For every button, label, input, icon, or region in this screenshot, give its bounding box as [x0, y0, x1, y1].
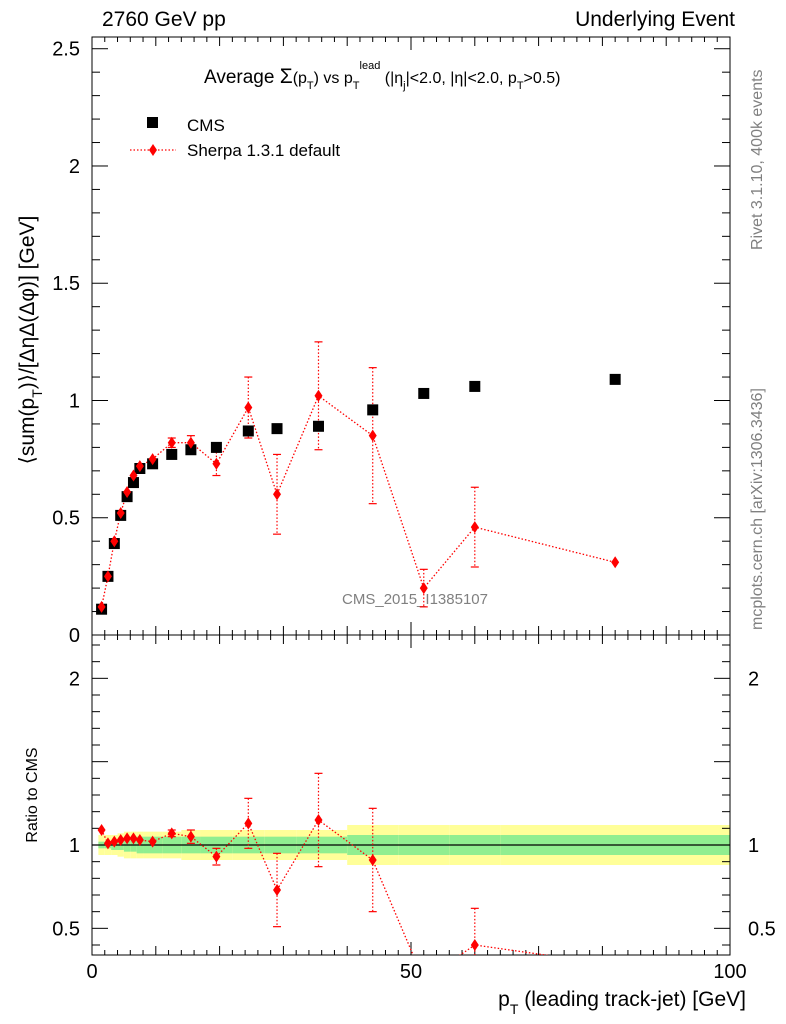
cms-data-point	[367, 404, 379, 416]
ratio-data-point	[244, 817, 253, 830]
x-tick-label: 100	[713, 961, 746, 983]
ratio-y-tick-label: 0.5	[52, 918, 80, 940]
ratio-data-point	[116, 834, 125, 846]
cms-data-point	[609, 373, 621, 385]
chart-title: Average Σ(pT) vs pTlead (|ηj|<2.0, |η|<2…	[204, 60, 560, 92]
sherpa-line	[100, 394, 616, 607]
ratio-data-point	[135, 834, 144, 846]
sherpa-data-point	[97, 600, 106, 613]
cms-data-point	[469, 380, 481, 392]
header-right: Underlying Event	[575, 8, 735, 31]
ratio-data-point	[110, 835, 119, 848]
ratio-data-point	[148, 835, 157, 848]
sherpa-data-point	[167, 436, 176, 449]
y-tick-label: 0	[69, 625, 80, 647]
ratio-data-point	[368, 854, 377, 866]
ratio-data-point	[167, 827, 176, 840]
ratio-y-tick-label: 1	[69, 835, 80, 857]
ratio-data-point	[273, 884, 282, 896]
sherpa-data-point	[186, 436, 195, 449]
y-tick-label: 0.5	[52, 508, 80, 530]
y-tick-label: 1	[69, 390, 80, 412]
ratio-y-tick-label-right: 2	[748, 668, 759, 690]
cms-data-point	[127, 477, 139, 489]
legend-marker-cms	[147, 117, 158, 128]
x-axis-label: pT (leading track-jet) [GeV]	[498, 988, 746, 1017]
ratio-data-point	[611, 959, 619, 971]
ratio-data-point	[129, 832, 138, 845]
sherpa-data-point	[244, 401, 253, 414]
sherpa-data-point	[470, 521, 479, 534]
side-label-site: mcplots.cern.ch [arXiv:1306.3436]	[749, 388, 766, 630]
y-tick-label: 2	[69, 156, 80, 178]
side-label-version: Rivet 3.1.10, 400k events	[749, 69, 766, 250]
sherpa-data-point	[273, 488, 282, 501]
sherpa-data-point	[368, 429, 377, 442]
ratio-y-tick-label-right: 1	[748, 835, 759, 857]
sherpa-data-point	[116, 507, 125, 520]
sherpa-data-point	[123, 485, 132, 498]
ratio-data-point	[212, 850, 221, 863]
ratio-plot-area	[97, 772, 619, 971]
legend-marker-sherpa	[149, 144, 157, 156]
y-axis-label: ⟨sum(pT)⟩/[ΔηΔ(Δφ)] [GeV]	[16, 216, 45, 465]
ratio-data-point	[186, 830, 195, 843]
ratio-y-tick-label: 2	[69, 668, 80, 690]
cms-data-point	[185, 444, 197, 456]
ratio-frame	[91, 634, 731, 956]
ratio-data-point	[103, 837, 112, 850]
sherpa-data-point	[148, 453, 157, 466]
cms-data-point	[271, 423, 283, 435]
ratio-y-tick-label-right: 0.5	[748, 918, 776, 940]
sherpa-data-point	[110, 535, 119, 548]
sherpa-data-point	[419, 582, 428, 595]
cms-data-point	[242, 425, 254, 437]
cms-data-point	[166, 448, 178, 460]
cms-data-point	[210, 441, 222, 453]
sherpa-data-point	[212, 457, 221, 470]
x-tick-label: 0	[86, 961, 97, 983]
main-plot-area	[96, 341, 621, 615]
sherpa-data-point	[135, 460, 144, 473]
cms-data-point	[312, 420, 324, 432]
legend-label-cms: CMS	[187, 116, 225, 135]
ratio-data-point	[97, 824, 106, 836]
header-left: 2760 GeV pp	[102, 8, 226, 31]
ratio-data-point	[470, 939, 479, 951]
analysis-watermark: CMS_2015_I1385107	[342, 591, 488, 608]
cms-data-point	[418, 387, 430, 399]
y-tick-label: 1.5	[52, 273, 80, 295]
legend-label-sherpa: Sherpa 1.3.1 default	[187, 141, 340, 160]
y-tick-label: 2.5	[52, 39, 80, 61]
ratio-y-axis-label: Ratio to CMS	[24, 747, 41, 842]
sherpa-data-point	[129, 469, 138, 482]
sherpa-data-point	[103, 570, 112, 583]
ratio-data-point	[314, 814, 323, 826]
sherpa-data-point	[314, 389, 323, 402]
ratio-data-point	[123, 832, 132, 845]
x-tick-label: 50	[400, 961, 422, 983]
sherpa-data-point	[611, 556, 620, 569]
